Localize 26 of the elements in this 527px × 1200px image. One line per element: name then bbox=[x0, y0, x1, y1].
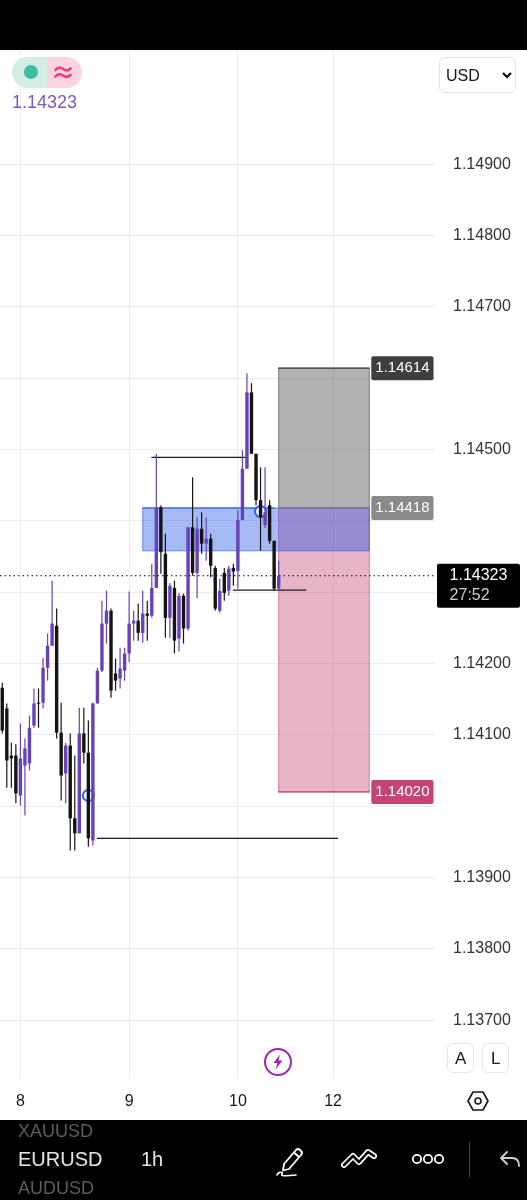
y-tick-label: 1.13700 bbox=[453, 1010, 511, 1028]
text: 27:52 bbox=[449, 586, 490, 604]
text: A bbox=[455, 1049, 467, 1068]
y-tick-label: 1.14700 bbox=[453, 297, 511, 315]
x-tick-label: 8 bbox=[15, 1092, 25, 1110]
y-tick-label: 1.14900 bbox=[453, 154, 511, 172]
x-tick-label: 12 bbox=[324, 1092, 343, 1110]
data-label: 1.14020 bbox=[375, 782, 430, 800]
data-label: 1.14418 bbox=[375, 498, 430, 516]
y-tick-label: 1.14800 bbox=[453, 225, 511, 243]
y-tick-label: 1.14500 bbox=[453, 439, 511, 457]
x-tick-label: 10 bbox=[228, 1092, 247, 1110]
annotation: 1.14323 bbox=[12, 92, 78, 112]
text: 1h bbox=[141, 1148, 164, 1170]
ref-line-label: 1.14323 bbox=[449, 566, 508, 584]
text: L bbox=[491, 1049, 501, 1068]
text: USD bbox=[446, 67, 480, 84]
y-tick-label: 1.14200 bbox=[453, 653, 511, 671]
y-tick-label: 1.13900 bbox=[453, 867, 511, 885]
text: EURUSD bbox=[18, 1148, 103, 1170]
text: XAUUSD bbox=[18, 1121, 94, 1141]
y-tick-label: 1.14100 bbox=[453, 725, 511, 743]
y-tick-label: 1.13800 bbox=[453, 939, 511, 957]
data-label: 1.14614 bbox=[375, 358, 430, 376]
x-tick-label: 9 bbox=[124, 1092, 134, 1110]
text: AUDUSD bbox=[18, 1178, 95, 1198]
